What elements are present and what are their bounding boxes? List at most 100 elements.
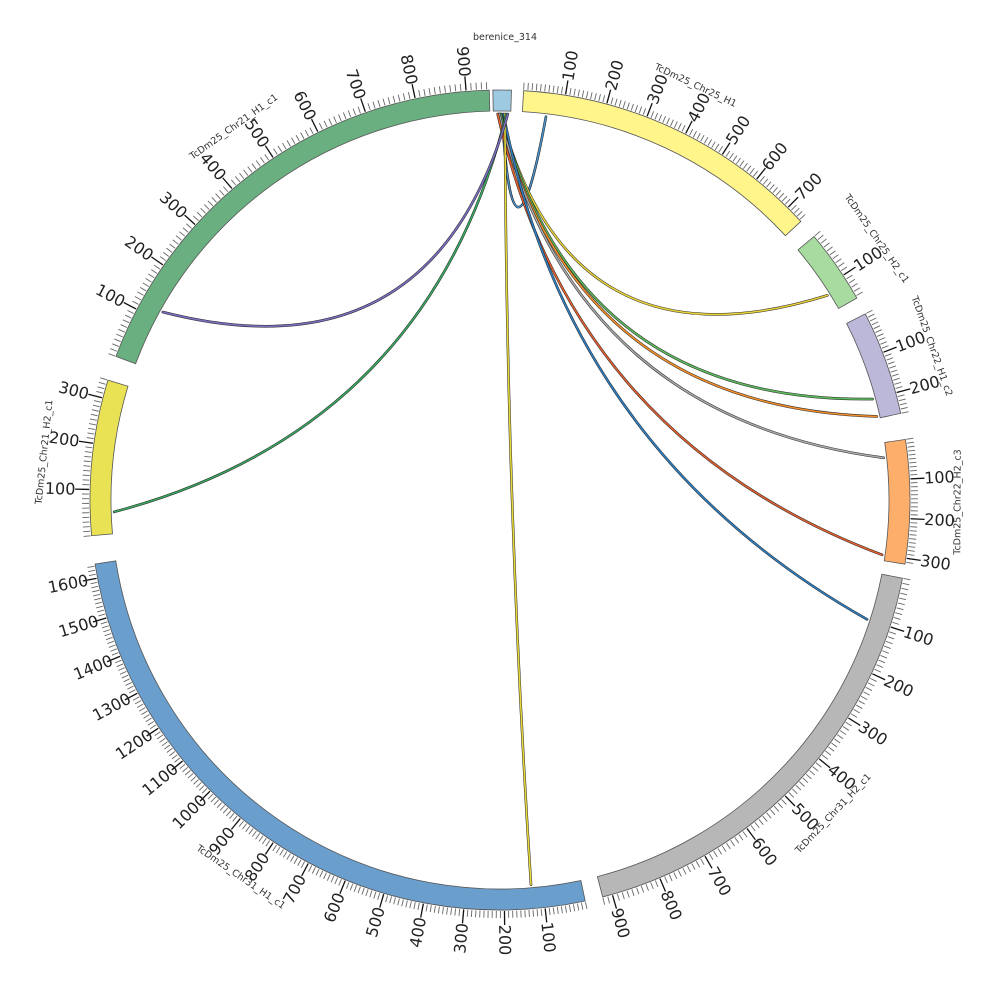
segment-TcDm25_Chr22_H1_c2[interactable] bbox=[846, 313, 902, 419]
minor-tick bbox=[454, 908, 457, 916]
minor-tick bbox=[223, 186, 229, 193]
link-TcDm25_Chr22_H1_c2[interactable] bbox=[499, 113, 874, 400]
minor-tick bbox=[799, 214, 806, 220]
minor-tick bbox=[92, 589, 100, 593]
tick-label: 200 bbox=[121, 232, 157, 265]
minor-tick bbox=[863, 691, 870, 696]
minor-tick bbox=[345, 882, 350, 889]
minor-tick bbox=[734, 837, 740, 844]
minor-tick bbox=[548, 907, 551, 916]
tick-label: 300 bbox=[919, 551, 952, 574]
minor-tick bbox=[127, 309, 134, 314]
minor-tick bbox=[334, 877, 339, 885]
minor-tick bbox=[718, 145, 723, 153]
link-TcDm25_Chr22_H2_c3[interactable] bbox=[496, 113, 883, 556]
minor-tick bbox=[243, 169, 249, 176]
minor-tick bbox=[88, 423, 97, 426]
tick-label: 200 bbox=[48, 428, 81, 451]
minor-tick bbox=[88, 427, 96, 430]
minor-tick bbox=[838, 262, 845, 268]
minor-tick bbox=[149, 724, 157, 730]
minor-tick bbox=[85, 446, 93, 449]
link-TcDm25_Chr22_H2_c3[interactable] bbox=[498, 113, 885, 459]
minor-tick bbox=[820, 238, 827, 244]
minor-tick bbox=[138, 707, 146, 712]
minor-tick bbox=[124, 314, 132, 319]
minor-tick bbox=[255, 160, 261, 167]
minor-tick bbox=[442, 907, 444, 915]
segment-TcDm25_Chr25_H2_c1[interactable] bbox=[797, 235, 858, 309]
minor-tick bbox=[161, 741, 168, 747]
segment-TcDm25_Chr31_H2_c1[interactable] bbox=[596, 573, 903, 898]
minor-tick bbox=[544, 84, 546, 92]
minor-tick bbox=[122, 319, 130, 324]
minor-tick bbox=[147, 721, 155, 726]
minor-tick bbox=[258, 835, 264, 842]
tick-label: 700 bbox=[704, 863, 736, 899]
minor-tick bbox=[382, 98, 386, 106]
minor-tick bbox=[898, 398, 906, 402]
tick-label: 200 bbox=[924, 510, 955, 530]
minor-tick bbox=[867, 313, 875, 318]
tick-label: 1600 bbox=[46, 571, 90, 597]
minor-tick bbox=[594, 93, 597, 101]
minor-tick bbox=[860, 695, 868, 701]
major-tick bbox=[746, 828, 756, 841]
minor-tick bbox=[446, 907, 448, 915]
segment-TcDm25_Chr21_H2_c1[interactable] bbox=[89, 379, 129, 537]
minor-tick bbox=[700, 858, 705, 866]
major-tick bbox=[124, 692, 138, 701]
minor-tick bbox=[845, 721, 852, 727]
major-tick bbox=[606, 89, 612, 104]
segment-TcDm25_Chr22_H2_c3[interactable] bbox=[883, 438, 911, 565]
segment-TcDm25_Chr25_H1[interactable] bbox=[521, 90, 802, 237]
ticks-layer bbox=[75, 76, 925, 925]
minor-tick bbox=[561, 86, 563, 94]
minor-tick bbox=[835, 258, 842, 264]
segment-label: TcDm25_Chr25_H2_c1 bbox=[841, 192, 911, 286]
major-tick bbox=[230, 818, 241, 830]
minor-tick bbox=[777, 802, 783, 809]
link-TcDm25_Chr21_H1_c1[interactable] bbox=[162, 113, 509, 328]
link-TcDm25_Chr31_H2_c1[interactable] bbox=[502, 113, 868, 621]
minor-tick bbox=[900, 592, 908, 596]
minor-tick bbox=[342, 112, 347, 120]
minor-tick bbox=[241, 823, 248, 830]
minor-tick bbox=[125, 682, 132, 686]
minor-tick bbox=[369, 890, 373, 898]
tick-label: 600 bbox=[320, 890, 349, 925]
minor-tick bbox=[172, 239, 179, 245]
major-tick bbox=[222, 177, 233, 189]
minor-tick bbox=[882, 650, 890, 654]
minor-tick bbox=[373, 891, 377, 899]
minor-tick bbox=[309, 127, 314, 135]
minor-tick bbox=[746, 165, 752, 172]
minor-tick bbox=[116, 333, 123, 338]
minor-tick bbox=[886, 357, 894, 361]
minor-tick bbox=[423, 88, 426, 96]
minor-tick bbox=[121, 674, 129, 679]
link-TcDm25_Chr31_H1_c1[interactable] bbox=[504, 113, 532, 886]
segment-TcDm25_Chr21_H1_c1[interactable] bbox=[115, 89, 491, 365]
minor-tick bbox=[552, 85, 555, 93]
minor-tick bbox=[90, 581, 98, 585]
major-tick bbox=[264, 145, 274, 158]
minor-tick bbox=[413, 902, 416, 910]
minor-tick bbox=[638, 106, 643, 114]
segment-TcDm25_Chr31_H1_c1[interactable] bbox=[94, 560, 586, 911]
minor-tick bbox=[908, 542, 916, 544]
tick-label: 100 bbox=[901, 622, 936, 650]
minor-tick bbox=[179, 231, 186, 237]
minor-tick bbox=[873, 325, 881, 330]
segment-label: TcDm25_Chr21_H1_c1 bbox=[187, 92, 280, 163]
minor-tick bbox=[190, 776, 197, 782]
minor-tick bbox=[295, 134, 300, 142]
minor-tick bbox=[793, 207, 800, 214]
major-tick bbox=[704, 855, 713, 869]
link-TcDm25_Chr21_H2_c1[interactable] bbox=[113, 113, 508, 513]
minor-tick bbox=[392, 95, 396, 103]
minor-tick bbox=[691, 863, 696, 870]
segment-berenice_314[interactable] bbox=[492, 89, 512, 112]
minor-tick bbox=[87, 432, 95, 435]
minor-tick bbox=[654, 112, 659, 120]
